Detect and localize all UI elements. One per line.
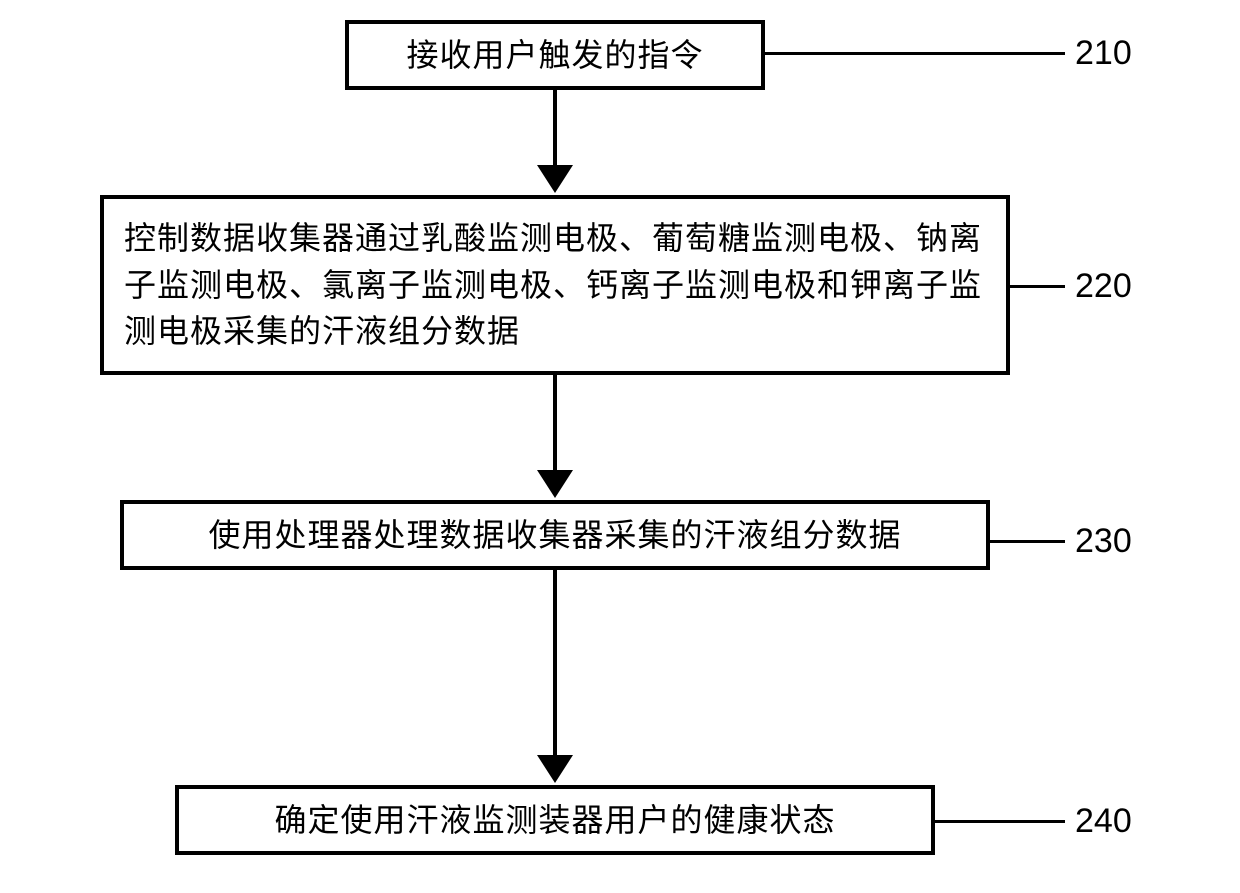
- flow-step-240: 确定使用汗液监测装器用户的健康状态: [175, 785, 935, 855]
- label-240: 240: [1075, 802, 1132, 841]
- label-210: 210: [1075, 34, 1132, 73]
- flow-step-230: 使用处理器处理数据收集器采集的汗液组分数据: [120, 500, 990, 570]
- label-line-210: [765, 52, 1065, 55]
- flow-step-230-text: 使用处理器处理数据收集器采集的汗液组分数据: [208, 512, 901, 558]
- label-220: 220: [1075, 267, 1132, 306]
- flow-step-210-text: 接收用户触发的指令: [406, 32, 703, 78]
- arrow-210-220: [537, 90, 573, 193]
- label-line-220: [1010, 285, 1065, 288]
- arrow-220-230: [537, 375, 573, 498]
- label-line-230: [990, 540, 1065, 543]
- label-line-240: [935, 820, 1065, 823]
- flow-step-240-text: 确定使用汗液监测装器用户的健康状态: [274, 797, 835, 843]
- flow-step-220: 控制数据收集器通过乳酸监测电极、葡萄糖监测电极、钠离子监测电极、氯离子监测电极、…: [100, 195, 1010, 375]
- arrow-230-240: [537, 570, 573, 783]
- flow-step-220-text: 控制数据收集器通过乳酸监测电极、葡萄糖监测电极、钠离子监测电极、氯离子监测电极、…: [124, 215, 986, 354]
- flow-step-210: 接收用户触发的指令: [345, 20, 765, 90]
- label-230: 230: [1075, 522, 1132, 561]
